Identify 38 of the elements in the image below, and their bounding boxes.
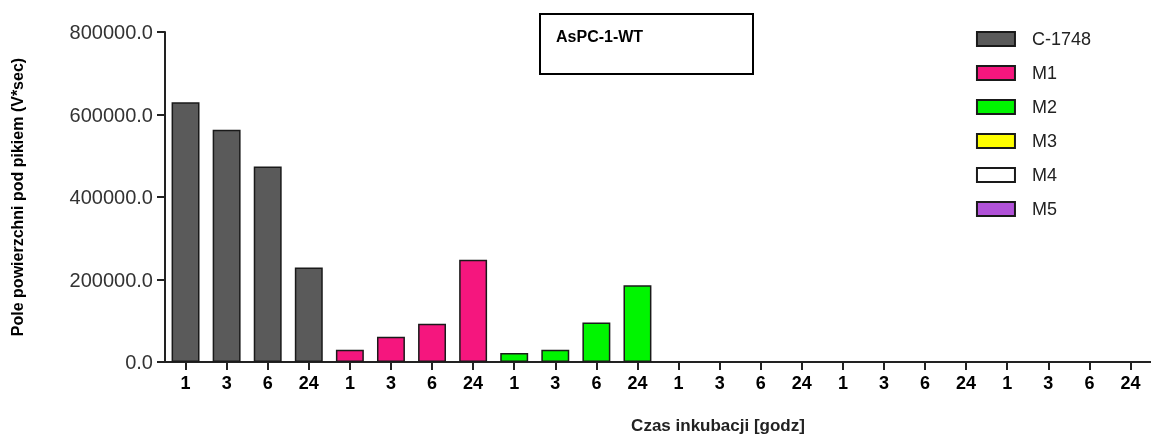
x-tick-label: 1 <box>673 373 684 393</box>
legend-label: M1 <box>1031 63 1057 83</box>
y-axis-title: Pole powierzchni pod pikiem (V*sec) <box>8 57 26 337</box>
x-tick-label: 3 <box>550 373 561 393</box>
x-tick-label: 6 <box>427 373 438 393</box>
x-tick-label: 24 <box>1120 373 1141 393</box>
x-tick-label: 1 <box>837 373 848 393</box>
y-tick-label: 400000.0 <box>69 186 153 208</box>
legend-label: M3 <box>1031 131 1057 151</box>
y-tick-label: 200000.0 <box>69 268 153 291</box>
x-tick-label: 6 <box>755 373 766 393</box>
x-tick-label: 3 <box>1043 373 1054 393</box>
legend-label: M4 <box>1031 165 1057 185</box>
chart-title: AsPC-1-WT <box>556 27 644 45</box>
x-tick-label: 1 <box>180 373 191 393</box>
legend-label: M5 <box>1031 199 1057 219</box>
x-tick-label: 1 <box>344 373 355 393</box>
legend-label: C-1748 <box>1031 29 1092 49</box>
y-tick-label: 800000.0 <box>69 21 153 43</box>
x-tick-label: 6 <box>920 373 931 393</box>
x-tick-label: 24 <box>298 373 319 393</box>
x-tick-label: 24 <box>956 373 977 393</box>
y-tick-label: 0.0 <box>125 351 153 373</box>
x-tick-label: 3 <box>221 373 232 393</box>
x-tick-label: 24 <box>791 373 812 393</box>
x-tick-label: 24 <box>627 373 648 393</box>
x-tick-label: 1 <box>1002 373 1013 393</box>
x-tick-label: 3 <box>878 373 889 393</box>
x-tick-label: 3 <box>714 373 725 393</box>
x-tick-label: 1 <box>509 373 520 393</box>
x-axis-title: Czas inkubacji [godz] <box>631 416 805 435</box>
x-tick-label: 6 <box>1084 373 1095 393</box>
y-tick-label: 600000.0 <box>69 103 153 126</box>
x-tick-label: 6 <box>591 373 602 393</box>
x-tick-label: 6 <box>262 373 273 393</box>
x-tick-label: 24 <box>463 373 484 393</box>
x-tick-label: 3 <box>385 373 396 393</box>
legend-label: M2 <box>1031 97 1057 117</box>
